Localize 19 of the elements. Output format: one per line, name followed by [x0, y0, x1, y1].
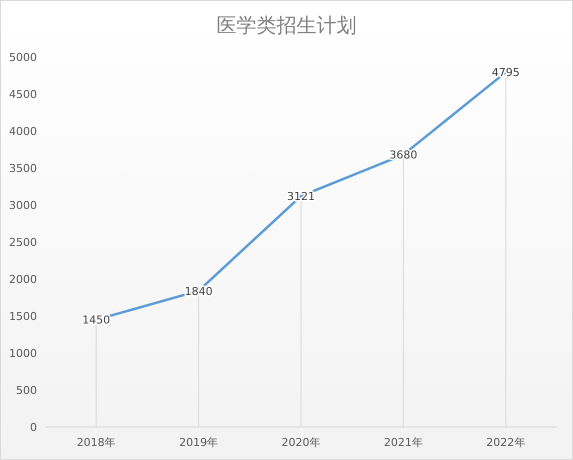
y-tick-label: 2000: [9, 273, 37, 286]
x-tick-label: 2018年: [76, 436, 116, 449]
x-tick-label: 2020年: [282, 436, 320, 449]
data-label: 1450: [82, 314, 110, 327]
x-tick-label: 2021年: [384, 436, 423, 449]
y-tick-label: 3500: [9, 162, 37, 175]
y-tick-label: 1500: [9, 310, 37, 323]
y-tick-label: 2500: [9, 236, 37, 249]
chart-title: 医学类招生计划: [216, 13, 356, 37]
y-tick-label: 3000: [9, 199, 37, 212]
x-tick-label: 2022年: [486, 436, 526, 449]
y-tick-label: 500: [16, 384, 37, 397]
data-label: 4795: [492, 66, 520, 80]
x-tick-label: 2019年: [179, 436, 218, 449]
y-tick-label: 4500: [9, 88, 37, 101]
y-tick-label: 0: [30, 421, 37, 434]
y-tick-label: 4000: [9, 125, 37, 138]
y-tick-label: 1000: [9, 347, 37, 360]
y-tick-label: 5000: [9, 51, 37, 64]
